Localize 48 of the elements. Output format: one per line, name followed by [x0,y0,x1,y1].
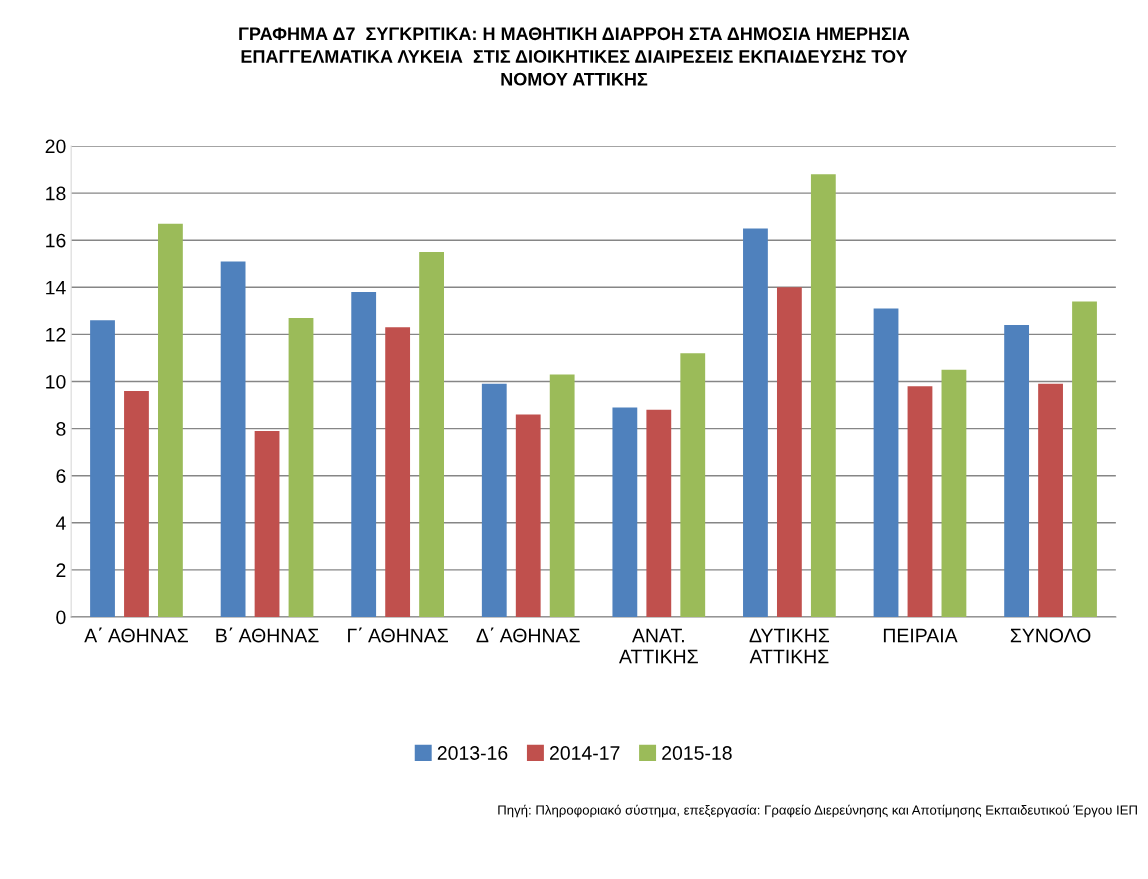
bar [549,374,575,617]
y-tick-label: 14 [46,280,66,295]
y-tick-label: 4 [55,516,66,530]
bar [254,430,280,617]
legend-label: 2015-18 [662,746,732,760]
y-tick-label: 6 [56,469,66,483]
y-tick-label: 10 [46,374,66,389]
bar [1038,383,1063,617]
legend-label: 2013-16 [437,746,508,760]
y-tick-label: 8 [56,422,66,436]
bar [776,287,802,617]
bar [810,174,836,617]
y-tick-label: 16 [46,233,66,248]
bar [941,369,967,617]
bar [646,409,672,617]
bar [1072,301,1097,617]
text: Πηγή: Πληροφοριακό σύστημα, επεξεργασία: Γραφείο Διερεύνησης και Αποτίμησης Εκπαιδευτικού Έργου ΙΕΠ [498,804,1137,818]
bar [419,251,444,617]
bar [481,383,507,617]
y-tick-label: 2 [56,563,66,577]
bar [680,353,706,617]
y-tick-label: 12 [46,327,66,342]
bar [90,320,115,617]
bar [351,292,377,617]
bar [1004,324,1030,617]
bar [158,223,183,617]
bar [612,407,638,617]
bar [220,261,246,617]
x-tick-label: ΔΥΤΙΚΗΣ ΑΤΤΙΚΗΣ [749,628,830,664]
chart-title: ΓΡΑΦΗΜΑ Δ7 ΣΥΓΚΡΙΤΙΚΑ: Η ΜΑΘΗΤΙΚΗ ΔΙΑΡΡΟΗ ΣΤΑ ΔΗΜΟΣΙΑ ΗΜΕΡΗΣΙΑ ΕΠΑΓΓΕΛΜΑΤΙΚΑ ΛΥΚΕΙΑ ΣΤΙΣ ΔΙΟΙΚΗΤΙΚΕΣ ΔΙΑΙΡΕΣΕΙΣ ΕΚΠΑΙΔΕΥΣΗΣ ΤΟΥ ΝΟΜΟΥ ΑΤΤΙΚΗΣ [239,27,910,86]
bar [124,390,149,617]
bar [907,386,933,617]
legend-label: 2014-17 [550,746,620,760]
x-tick-label: Γ΄ ΑΘΗΝΑΣ [348,627,448,643]
x-tick-label: ΑΝΑΤ. ΑΤΤΙΚΗΣ [618,628,698,664]
bar [873,308,899,617]
y-tick-label: 18 [46,186,66,201]
x-tick-label: Α΄ ΑΘΗΝΑΣ [84,627,188,643]
bar [288,317,314,617]
x-tick-label: ΠΕΙΡΑΙΑ [883,628,958,643]
bar [743,228,768,617]
x-tick-label: Δ΄ ΑΘΗΝΑΣ [476,627,580,643]
x-tick-label: ΣΥΝΟΛΟ [1010,628,1091,643]
bar [385,327,411,617]
bar [515,414,541,617]
y-tick-label: 20 [45,139,66,154]
y-tick-label: 0 [56,610,66,625]
x-tick-label: Β΄ ΑΘΗΝΑΣ [216,627,319,643]
